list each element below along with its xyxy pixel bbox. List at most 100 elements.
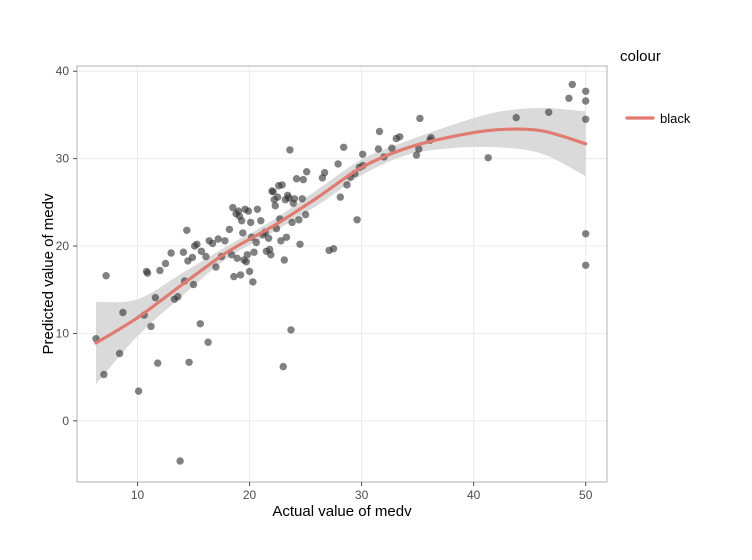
data-point [188, 253, 197, 262]
data-point [244, 207, 253, 215]
data-point [282, 233, 291, 241]
data-point [212, 263, 220, 271]
data-point [374, 145, 383, 153]
data-point [230, 272, 238, 281]
data-point [582, 261, 590, 269]
data-point [582, 97, 590, 105]
data-point [242, 258, 250, 266]
x-tick-label: 30 [355, 488, 369, 502]
data-point [269, 188, 277, 196]
x-tick-label: 10 [131, 488, 145, 502]
data-point [197, 247, 206, 255]
data-point [221, 237, 229, 245]
data-point [156, 266, 164, 275]
data-point [512, 113, 520, 122]
data-point [204, 338, 212, 346]
data-point [239, 229, 247, 237]
data-point [278, 181, 286, 189]
data-point [236, 271, 245, 279]
data-point [288, 218, 296, 227]
data-point [147, 322, 155, 331]
data-point [303, 168, 311, 176]
data-point [273, 193, 282, 201]
data-point [250, 248, 258, 256]
data-point [238, 217, 246, 225]
confidence-band [96, 107, 586, 385]
data-point [179, 248, 188, 256]
data-point [375, 127, 384, 136]
x-tick-label: 20 [243, 488, 257, 502]
legend-title: colour [620, 48, 661, 65]
legend-label: black [660, 111, 691, 126]
data-point [340, 143, 348, 151]
data-point [183, 226, 191, 234]
data-point [484, 154, 492, 162]
data-point [185, 358, 193, 366]
data-point [249, 278, 257, 286]
data-point [245, 267, 254, 276]
y-tick-label: 20 [56, 239, 70, 253]
data-point [271, 202, 279, 210]
x-axis-label: Actual value of medv [272, 503, 412, 520]
data-point [193, 240, 201, 248]
legend: colour black [620, 48, 691, 126]
data-point [229, 203, 237, 212]
data-point [253, 205, 262, 213]
data-point [545, 108, 553, 117]
data-point [565, 94, 573, 103]
data-point [227, 251, 236, 259]
data-point [202, 252, 210, 261]
data-point [134, 387, 143, 395]
data-point [154, 359, 162, 367]
data-point [214, 235, 222, 243]
y-tick-label: 10 [56, 326, 70, 340]
data-point [247, 218, 255, 227]
data-point [176, 457, 184, 465]
data-point [359, 150, 367, 158]
x-tick-label: 50 [579, 488, 593, 502]
plot-panel-border [76, 65, 608, 483]
data-point [208, 239, 217, 248]
data-point [102, 272, 110, 280]
y-tick-label: 30 [56, 152, 70, 166]
data-point [167, 249, 175, 257]
data-point [267, 251, 275, 259]
y-tick-label: 40 [56, 64, 70, 78]
data-point [353, 216, 361, 224]
data-point [233, 254, 241, 262]
data-point [161, 259, 170, 268]
data-point [396, 133, 404, 141]
data-point [295, 216, 303, 224]
data-point [243, 251, 251, 259]
data-point [174, 293, 182, 301]
data-point [320, 168, 329, 177]
data-point [100, 370, 108, 379]
data-point [286, 146, 294, 154]
data-point [415, 145, 423, 153]
data-point [412, 151, 421, 159]
data-point [290, 195, 299, 203]
data-point [336, 193, 344, 201]
data-point [143, 269, 152, 277]
data-point [343, 181, 351, 189]
data-point [582, 230, 590, 238]
data-point [388, 144, 396, 152]
data-point [287, 326, 295, 334]
data-point [296, 240, 304, 248]
data-point [301, 210, 310, 219]
axis-ticks: 10 20 30 40 50 0 10 20 30 40 [56, 64, 593, 502]
x-tick-label: 40 [467, 488, 481, 502]
data-point [298, 195, 306, 203]
data-point [285, 194, 293, 202]
data-points [92, 80, 590, 465]
y-tick-label: 0 [62, 414, 69, 428]
data-point [115, 349, 124, 358]
data-point [279, 362, 287, 371]
data-point [252, 238, 260, 247]
data-point [416, 114, 424, 123]
data-point [225, 225, 234, 234]
data-point [334, 160, 342, 168]
data-point [568, 80, 576, 89]
data-point [196, 320, 204, 328]
